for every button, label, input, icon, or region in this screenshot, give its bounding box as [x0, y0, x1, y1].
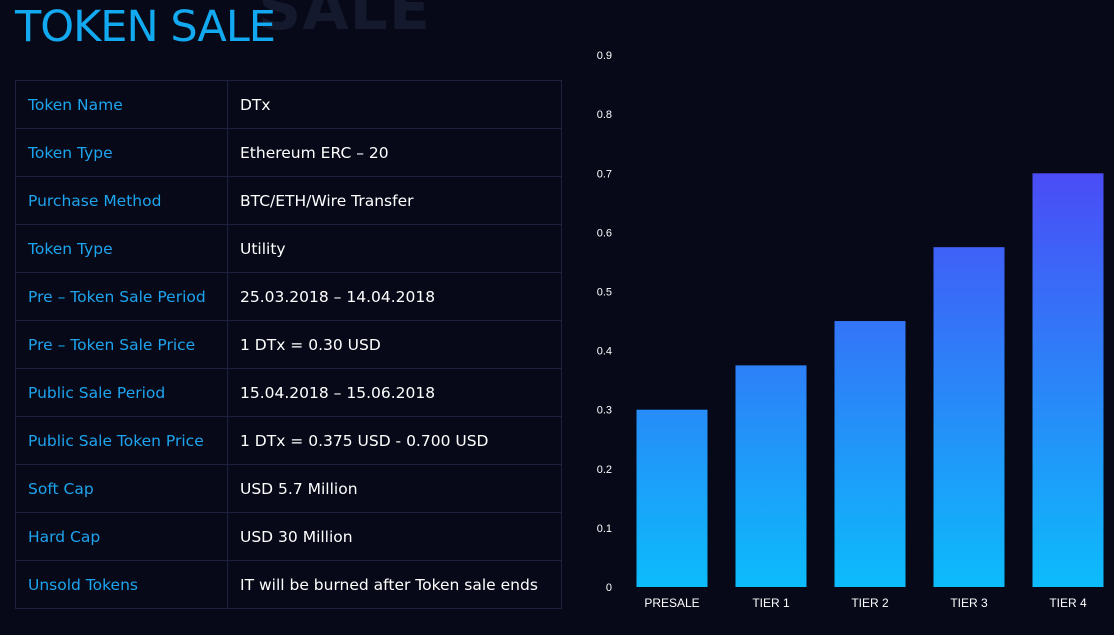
row-label: Soft Cap [15, 464, 228, 513]
row-label: Public Sale Period [15, 368, 228, 417]
row-value: 1 DTx = 0.375 USD - 0.700 USD [227, 416, 562, 465]
y-tick-label: 0.5 [597, 287, 612, 299]
table-row: Public Sale Period 15.04.2018 – 15.06.201… [15, 368, 562, 417]
table-row: Unsold Tokens IT will be burned after Tok… [15, 560, 562, 609]
bar-tier-1 [735, 365, 807, 587]
x-tick-label: TIER 3 [950, 596, 988, 610]
table-row: Hard Cap USD 30 Million [15, 512, 562, 561]
y-tick-label: 0.6 [597, 227, 612, 239]
table-row: Token Type Utility [15, 224, 562, 273]
table-row: Token Type Ethereum ERC – 20 [15, 128, 562, 177]
row-label: Pre – Token Sale Price [15, 320, 228, 369]
row-value: Utility [227, 224, 562, 273]
bar-series [636, 173, 1104, 588]
y-tick-label: 0.1 [597, 523, 612, 535]
background-watermark-word: SALE [258, 0, 431, 44]
x-tick-label: PRESALE [644, 596, 699, 610]
y-tick-label: 0 [606, 582, 612, 594]
x-tick-label: TIER 2 [851, 596, 889, 610]
token-price-bar-chart: 0 0.1 0.2 0.3 0.4 0.5 0.6 0.7 0.8 0.9 1.0 PRESALE T… [597, 0, 1104, 610]
y-tick-label: 0.7 [597, 168, 612, 180]
row-value: 25.03.2018 – 14.04.2018 [227, 272, 562, 321]
row-label: Token Name [15, 80, 228, 129]
row-label: Token Type [15, 128, 228, 177]
table-row: Purchase Method BTC/ETH/Wire Transfer [15, 176, 562, 225]
row-label: Purchase Method [15, 176, 228, 225]
y-tick-label: 0.8 [597, 109, 612, 121]
x-axis-ticks: PRESALE TIER 1 TIER 2 TIER 3 TIER 4 [644, 596, 1087, 610]
y-tick-label: 0.9 [597, 50, 612, 62]
row-label: Token Type [15, 224, 228, 273]
y-tick-label: 1.0 [597, 0, 612, 3]
row-label: Hard Cap [15, 512, 228, 561]
row-value: 15.04.2018 – 15.06.2018 [227, 368, 562, 417]
row-label: Unsold Tokens [15, 560, 228, 609]
bar-tier-4 [1032, 173, 1104, 588]
x-tick-label: TIER 4 [1049, 596, 1087, 610]
table-row: Pre – Token Sale Period 25.03.2018 – 14.0… [15, 272, 562, 321]
x-tick-label: TIER 1 [752, 596, 790, 610]
token-sale-table-body: Token Name DTx Token Type Ethereum ERC – 20… [15, 80, 562, 609]
row-value: 1 DTx = 0.30 USD [227, 320, 562, 369]
y-axis-ticks: 0 0.1 0.2 0.3 0.4 0.5 0.6 0.7 0.8 0.9 1.0 [597, 0, 612, 594]
row-value: USD 5.7 Million [227, 464, 562, 513]
row-value: BTC/ETH/Wire Transfer [227, 176, 562, 225]
bar-presale [636, 409, 708, 587]
bar-tier-2 [834, 321, 906, 587]
y-tick-label: 0.2 [597, 464, 612, 476]
row-value: IT will be burned after Token sale ends [227, 560, 562, 609]
bar-tier-3 [933, 247, 1005, 588]
table-row: Pre – Token Sale Price 1 DTx = 0.30 USD [15, 320, 562, 369]
table-row: Soft Cap USD 5.7 Million [15, 464, 562, 513]
row-label: Pre – Token Sale Period [15, 272, 228, 321]
y-tick-label: 0.3 [597, 405, 612, 417]
token-sale-table: Token Name DTx Token Type Ethereum ERC – 20… [15, 80, 562, 609]
row-label: Public Sale Token Price [15, 416, 228, 465]
table-row: Token Name DTx [15, 80, 562, 129]
y-tick-label: 0.4 [597, 346, 612, 358]
row-value: Ethereum ERC – 20 [227, 128, 562, 177]
table-row: Public Sale Token Price 1 DTx = 0.375 USD… [15, 416, 562, 465]
row-value: DTx [227, 80, 562, 129]
row-value: USD 30 Million [227, 512, 562, 561]
page-title: TOKEN SALE [15, 2, 276, 52]
